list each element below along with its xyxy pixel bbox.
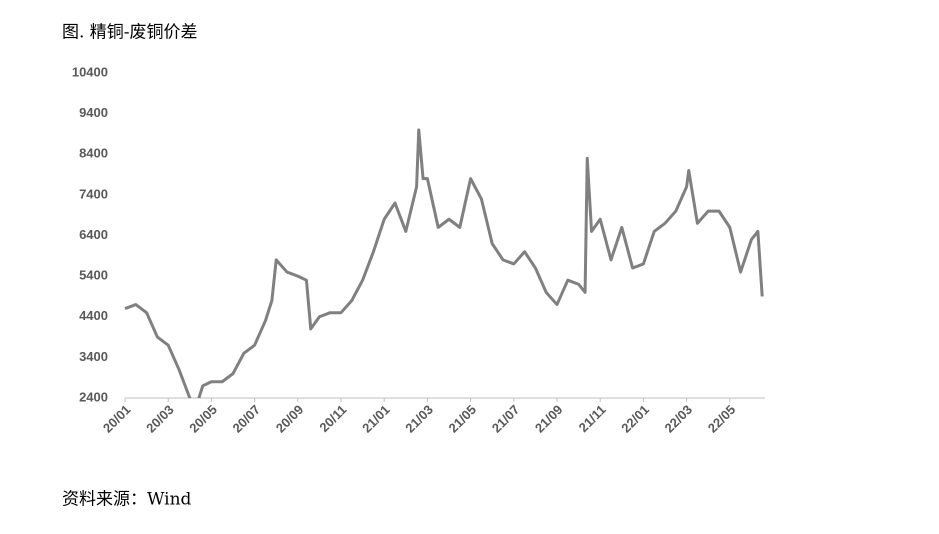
x-tick-label: 22/01: [618, 402, 652, 436]
y-tick-label: 6400: [79, 227, 108, 242]
x-tick-label: 21/05: [446, 402, 480, 436]
y-tick-label: 5400: [79, 268, 108, 283]
chart-title: 图. 精铜-废铜价差: [62, 23, 198, 43]
x-tick-label: 20/03: [143, 402, 177, 436]
x-tick-label: 21/07: [489, 402, 523, 436]
data-line: [124, 128, 764, 398]
y-tick-label: 2400: [79, 389, 108, 404]
x-tick-label: 22/05: [705, 402, 739, 436]
x-tick-label: 21/09: [532, 402, 566, 436]
plot-area: [124, 128, 764, 398]
y-tick-label: 4400: [79, 308, 108, 323]
x-tick-label: 20/01: [100, 402, 134, 436]
y-tick-label: 9400: [79, 105, 108, 120]
x-tick-label: 22/03: [662, 402, 696, 436]
x-tick-label: 21/11: [576, 402, 609, 435]
x-tick-label: 20/09: [273, 402, 307, 436]
y-tick-label: 7400: [79, 186, 108, 201]
x-tick-label: 20/05: [186, 402, 220, 436]
y-tick-label: 10400: [72, 64, 108, 79]
x-tick-label: 21/03: [402, 402, 436, 436]
y-tick-label: 3400: [79, 349, 108, 364]
x-tick-label: 20/07: [230, 402, 264, 436]
source-note: 资料来源：Wind: [62, 490, 192, 510]
y-tick-label: 8400: [79, 146, 108, 161]
x-tick-label: 21/01: [359, 402, 393, 436]
x-tick-label: 20/11: [316, 402, 349, 435]
